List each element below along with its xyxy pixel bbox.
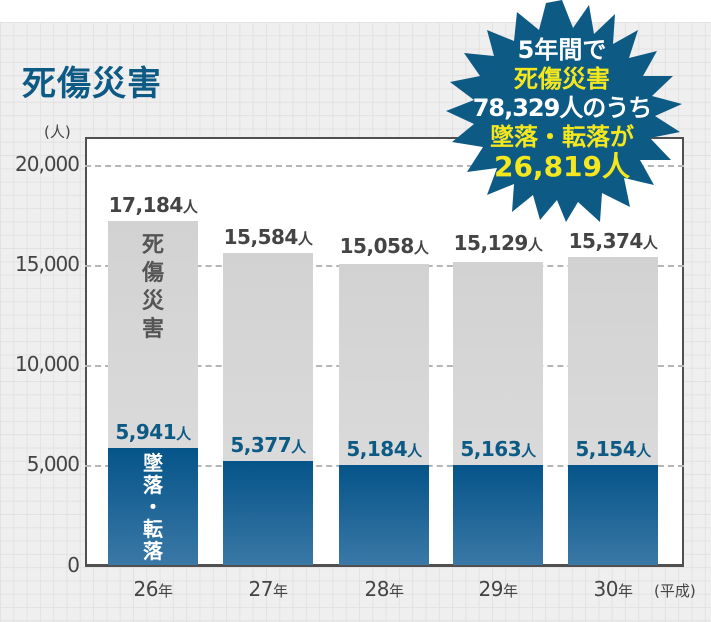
total-value-label: 15,584人 [223,225,313,249]
y-tick-label: 5,000 [26,452,80,476]
bar-fall-28 [339,465,429,565]
bar-fall-30 [568,465,658,565]
total-value-label: 15,129人 [453,231,543,255]
y-tick-label: 15,000 [15,252,80,276]
total-value-label: 17,184人 [108,193,198,217]
y-tick-label: 20,000 [15,152,80,176]
era-label: (平成) [654,582,696,600]
x-tick-label: 28年 [364,577,404,601]
x-tick-label: 26年 [133,577,173,601]
chart-title: 死傷災害 [22,64,162,104]
series-label-fall: 墜 落 ・ 転 落 [143,451,163,563]
bar-fall-26 [108,448,198,565]
x-tick-label: 30年 [593,577,633,601]
callout-line: 5年間で [517,36,607,64]
total-value-label: 15,058人 [339,234,429,258]
total-value-label: 15,374人 [568,229,658,253]
fall-value-label: 5,377人 [230,433,306,457]
y-tick-label: 10,000 [15,352,80,376]
y-axis-unit: (人) [44,123,71,141]
x-tick-label: 27年 [248,577,288,601]
y-tick-label: 0 [67,553,80,577]
fall-value-label: 5,941人 [115,420,191,444]
starburst-callout-icon [446,0,682,222]
callout-line: 26,819人 [493,150,631,183]
callout-line: 78,329人のうち [472,94,653,122]
series-label-total: 死 傷 災 害 [141,233,164,342]
gridline-20000 [85,165,684,167]
fall-value-label: 5,154人 [575,437,651,461]
x-tick-label: 29年 [478,577,518,601]
callout-line: 墜落・転落が [490,123,634,151]
fall-value-label: 5,163人 [460,437,536,461]
bar-fall-27 [223,461,313,565]
callout-line: 死傷災害 [514,65,610,93]
callout-text: 5年間で 死傷災害 78,329人のうち 墜落・転落が 26,819人 [442,36,682,181]
fall-value-label: 5,184人 [346,437,422,461]
bar-fall-29 [453,465,543,565]
